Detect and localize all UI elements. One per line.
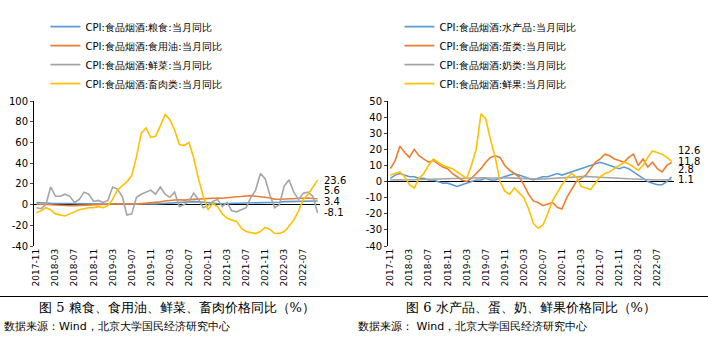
svg-text:-10: -10: [366, 192, 382, 203]
svg-text:2018-11: 2018-11: [89, 249, 99, 287]
svg-text:2022-07: 2022-07: [298, 249, 308, 287]
svg-text:10: 10: [369, 160, 382, 171]
svg-text:-8.1: -8.1: [324, 207, 344, 218]
svg-text:CPI:食品烟酒:粮食:当月同比: CPI:食品烟酒:粮食:当月同比: [85, 22, 211, 33]
svg-text:2017-11: 2017-11: [31, 249, 41, 287]
svg-text:0: 0: [376, 176, 382, 187]
svg-text:3.4: 3.4: [324, 196, 340, 207]
svg-text:2019-11: 2019-11: [146, 249, 156, 287]
svg-text:20: 20: [369, 144, 382, 155]
svg-text:60: 60: [15, 137, 28, 148]
svg-text:20: 20: [15, 178, 28, 189]
svg-text:2021-03: 2021-03: [576, 249, 586, 287]
svg-text:2021-11: 2021-11: [614, 249, 624, 287]
svg-text:2018-07: 2018-07: [423, 249, 433, 287]
html-text:数据来源：Wind，北京大学国民经济研究中心: 数据来源：Wind，北京大学国民经济研究中心: [4, 320, 230, 333]
svg-text:CPI:食品烟酒:鲜果:当月同比: CPI:食品烟酒:鲜果:当月同比: [439, 79, 565, 90]
svg-text:2022-03: 2022-03: [633, 249, 643, 287]
svg-text:80: 80: [15, 116, 28, 127]
svg-text:2019-07: 2019-07: [481, 249, 491, 287]
svg-text:-20: -20: [12, 220, 28, 231]
svg-text:CPI:食品烟酒:蛋类:当月同比: CPI:食品烟酒:蛋类:当月同比: [439, 41, 565, 52]
svg-text:CPI:食品烟酒:鲜菜:当月同比: CPI:食品烟酒:鲜菜:当月同比: [85, 60, 211, 71]
svg-text:2017-11: 2017-11: [385, 249, 395, 287]
svg-text:1.1: 1.1: [678, 174, 694, 185]
svg-text:2018-11: 2018-11: [443, 249, 453, 287]
svg-text:2018-03: 2018-03: [50, 249, 60, 287]
svg-text:2020-07: 2020-07: [184, 249, 194, 287]
svg-text:-40: -40: [12, 241, 28, 252]
html-text:数据来源： Wind，北京大学国民经济研究中心: 数据来源： Wind，北京大学国民经济研究中心: [358, 320, 588, 333]
svg-text:2021-03: 2021-03: [222, 249, 232, 287]
svg-text:2020-11: 2020-11: [557, 249, 567, 287]
html-text:图 6 水产品、蛋、奶、鲜果价格同比（%）: 图 6 水产品、蛋、奶、鲜果价格同比（%）: [406, 300, 656, 315]
svg-text:CPI:食品烟酒:食用油:当月同比: CPI:食品烟酒:食用油:当月同比: [85, 41, 221, 52]
svg-text:CPI:食品烟酒:畜肉类:当月同比: CPI:食品烟酒:畜肉类:当月同比: [85, 79, 221, 90]
svg-text:-20: -20: [366, 208, 382, 219]
svg-text:50: 50: [369, 96, 382, 107]
svg-text:2021-07: 2021-07: [595, 249, 605, 287]
svg-text:2019-11: 2019-11: [500, 249, 510, 287]
svg-text:100: 100: [9, 96, 28, 107]
svg-text:2022-03: 2022-03: [279, 249, 289, 287]
svg-text:2019-03: 2019-03: [108, 249, 118, 287]
svg-text:CPI:食品烟酒:水产品:当月同比: CPI:食品烟酒:水产品:当月同比: [439, 22, 575, 33]
svg-text:0: 0: [22, 199, 28, 210]
svg-text:2021-07: 2021-07: [241, 249, 251, 287]
svg-text:CPI:食品烟酒:奶类:当月同比: CPI:食品烟酒:奶类:当月同比: [439, 60, 565, 71]
svg-text:11.8: 11.8: [678, 156, 700, 167]
svg-text:2018-07: 2018-07: [69, 249, 79, 287]
html-text:图 5 粮食、食用油、鲜菜、畜肉价格同比（%）: 图 5 粮食、食用油、鲜菜、畜肉价格同比（%）: [39, 300, 315, 315]
svg-text:40: 40: [369, 112, 382, 123]
svg-text:40: 40: [15, 158, 28, 169]
svg-text:2019-07: 2019-07: [127, 249, 137, 287]
svg-text:2018-03: 2018-03: [404, 249, 414, 287]
svg-text:2021-11: 2021-11: [260, 249, 270, 287]
svg-text:-40: -40: [366, 241, 382, 252]
svg-text:30: 30: [369, 128, 382, 139]
svg-text:-30: -30: [366, 224, 382, 235]
svg-text:2022-07: 2022-07: [652, 249, 662, 287]
svg-text:2020-03: 2020-03: [519, 249, 529, 287]
svg-text:2019-03: 2019-03: [462, 249, 472, 287]
svg-text:2020-03: 2020-03: [165, 249, 175, 287]
svg-text:12.6: 12.6: [678, 145, 700, 156]
svg-text:2.8: 2.8: [678, 164, 694, 175]
svg-text:23.6: 23.6: [324, 175, 346, 186]
svg-text:5.6: 5.6: [324, 185, 340, 196]
svg-text:2020-11: 2020-11: [203, 249, 213, 287]
svg-text:2020-07: 2020-07: [538, 249, 548, 287]
